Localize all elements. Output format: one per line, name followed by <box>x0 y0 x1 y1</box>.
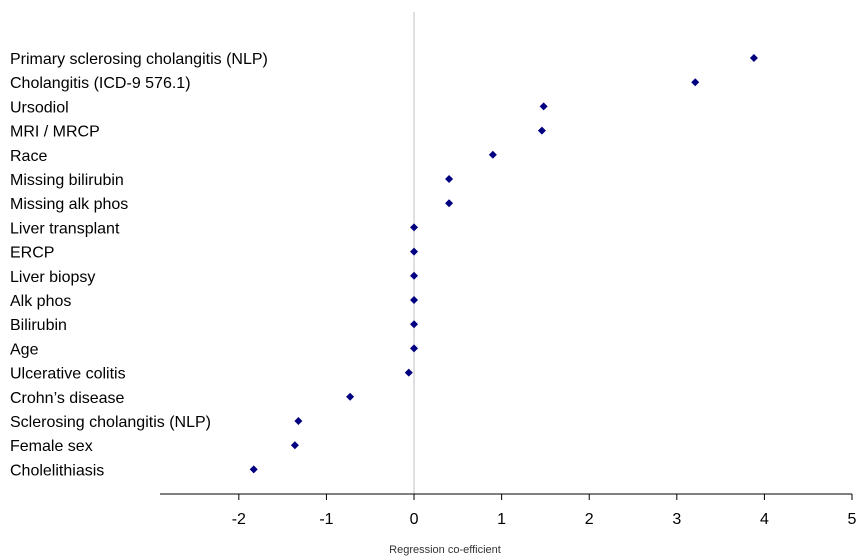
data-point-marker <box>346 392 355 401</box>
x-tick-label: 2 <box>585 511 594 528</box>
category-label: Bilirubin <box>10 317 67 334</box>
category-label: MRI / MRCP <box>10 124 100 141</box>
x-axis-ticks: -2 -1 0 1 2 3 4 5 <box>232 494 857 528</box>
category-label: ERCP <box>10 245 54 262</box>
category-label: Missing bilirubin <box>10 172 124 189</box>
category-label: Crohn’s disease <box>10 390 125 407</box>
x-tick-label: 4 <box>760 511 769 528</box>
category-label: Missing alk phos <box>10 196 128 213</box>
category-label: Ulcerative colitis <box>10 366 126 383</box>
x-tick-label: -1 <box>319 511 333 528</box>
category-labels: Primary sclerosing cholangitis (NLP) Chol… <box>10 51 268 479</box>
category-label: Ursodiol <box>10 99 69 116</box>
data-point-marker <box>691 78 700 87</box>
data-point-marker <box>539 102 548 111</box>
category-label: Liver transplant <box>10 220 120 237</box>
data-point-marker <box>410 247 419 256</box>
category-label: Female sex <box>10 438 93 455</box>
data-points <box>249 54 758 474</box>
data-point-marker <box>404 368 413 377</box>
data-point-marker <box>294 417 303 425</box>
data-point-marker <box>410 344 419 353</box>
x-tick-label: 3 <box>672 511 681 528</box>
x-tick-label: 5 <box>848 511 857 528</box>
data-point-marker <box>537 126 546 135</box>
data-point-marker <box>410 296 419 304</box>
category-label: Alk phos <box>10 293 71 310</box>
category-label: Liver biopsy <box>10 269 95 286</box>
data-point-marker <box>290 441 299 450</box>
category-label: Race <box>10 148 47 165</box>
data-point-marker <box>749 54 758 62</box>
category-label: Primary sclerosing cholangitis (NLP) <box>10 51 268 68</box>
category-label: Cholelithiasis <box>10 462 104 479</box>
x-axis-title: Regression co-efficient <box>389 544 501 556</box>
category-label: Cholangitis (ICD-9 576.1) <box>10 75 191 92</box>
data-point-marker <box>410 320 419 329</box>
category-label: Age <box>10 341 39 358</box>
data-point-marker <box>445 175 454 183</box>
category-label: Sclerosing cholangitis (NLP) <box>10 414 211 431</box>
x-tick-label: 1 <box>497 511 506 528</box>
data-point-marker <box>445 199 454 208</box>
data-point-marker <box>488 150 497 159</box>
data-point-marker <box>410 223 419 232</box>
data-point-marker <box>249 465 258 474</box>
data-point-marker <box>410 271 419 280</box>
x-tick-label: 0 <box>410 511 419 528</box>
x-tick-label: -2 <box>232 511 246 528</box>
